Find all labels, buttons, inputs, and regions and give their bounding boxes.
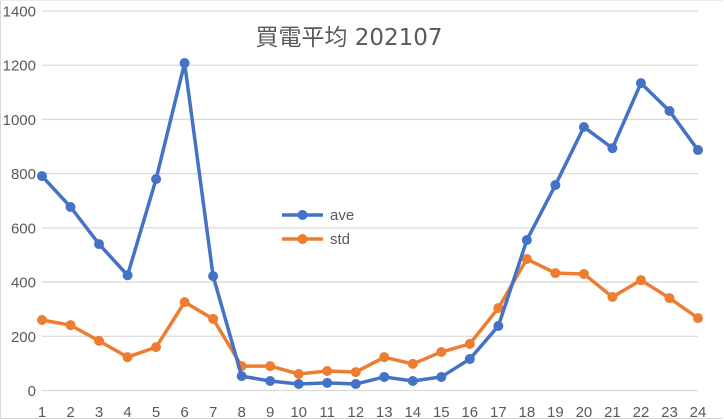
data-point-marker[interactable]	[464, 354, 475, 365]
data-point-marker[interactable]	[664, 293, 675, 304]
data-point-marker[interactable]	[607, 143, 618, 154]
data-point-marker[interactable]	[379, 352, 390, 363]
x-tick-label: 1	[38, 404, 46, 420]
data-point-marker[interactable]	[550, 268, 561, 279]
x-axis-ticks: 1 2 3 4 5 6 7 8 9 10 11 12 13 14 15 16 17 18 19 20 21 22 23 24	[38, 404, 707, 420]
data-point-marker[interactable]	[693, 313, 703, 324]
x-tick-label: 23	[661, 404, 678, 420]
x-tick-label: 20	[576, 404, 593, 420]
y-axis-ticks: 0 200 400 600 800 1000 1200 1400	[3, 4, 36, 401]
data-point-marker[interactable]	[635, 275, 646, 286]
x-tick-label: 13	[376, 404, 393, 420]
data-point-marker[interactable]	[578, 122, 589, 133]
data-point-marker[interactable]	[65, 320, 76, 331]
series-line	[40, 257, 700, 376]
x-tick-label: 16	[461, 404, 478, 420]
legend-marker-icon	[297, 234, 308, 244]
y-tick-label: 1200	[3, 58, 36, 75]
data-point-marker[interactable]	[350, 378, 361, 389]
legend: ave std	[282, 207, 354, 248]
x-tick-label: 2	[66, 404, 74, 420]
x-tick-label: 3	[95, 404, 103, 420]
data-point-marker[interactable]	[521, 235, 532, 246]
x-tick-label: 4	[123, 404, 131, 420]
legend-item-std[interactable]: std	[282, 231, 350, 248]
data-point-marker[interactable]	[208, 313, 219, 324]
x-tick-label: 5	[152, 404, 160, 420]
x-tick-label: 11	[319, 404, 335, 420]
x-tick-label: 19	[547, 404, 564, 420]
data-point-marker[interactable]	[379, 371, 390, 382]
y-tick-label: 1000	[3, 112, 36, 129]
legend-marker-icon	[297, 210, 308, 220]
legend-item-ave[interactable]: ave	[282, 207, 354, 224]
data-point-marker[interactable]	[122, 270, 133, 281]
legend-label: std	[330, 231, 350, 248]
legend-label: ave	[330, 207, 354, 224]
data-point-marker[interactable]	[407, 358, 418, 369]
x-tick-label: 8	[237, 404, 245, 420]
x-tick-label: 18	[519, 404, 536, 420]
data-point-marker[interactable]	[236, 371, 247, 382]
gridlines	[42, 10, 698, 392]
data-point-marker[interactable]	[94, 335, 105, 346]
data-point-marker[interactable]	[94, 239, 105, 250]
x-tick-label: 22	[633, 404, 650, 420]
x-tick-label: 12	[347, 404, 364, 420]
data-point-marker[interactable]	[122, 352, 133, 363]
data-point-marker[interactable]	[65, 201, 76, 212]
data-point-marker[interactable]	[550, 180, 561, 191]
data-point-marker[interactable]	[464, 338, 475, 349]
x-tick-label: 9	[266, 404, 274, 420]
y-tick-label: 600	[11, 220, 36, 237]
data-point-marker[interactable]	[293, 368, 304, 379]
y-tick-label: 200	[11, 329, 36, 346]
data-point-marker[interactable]	[151, 342, 162, 353]
data-point-marker[interactable]	[493, 320, 504, 331]
data-point-marker[interactable]	[436, 371, 447, 382]
series-lines	[37, 58, 703, 389]
x-tick-label: 7	[209, 404, 217, 420]
data-point-marker[interactable]	[322, 365, 333, 376]
data-point-marker[interactable]	[407, 376, 418, 387]
data-point-marker[interactable]	[322, 377, 333, 388]
data-point-marker[interactable]	[265, 361, 276, 372]
data-point-marker[interactable]	[493, 303, 504, 314]
y-tick-label: 800	[11, 166, 36, 183]
chart-title: 買電平均 202107	[255, 25, 442, 51]
x-tick-label: 14	[404, 404, 421, 420]
data-point-marker[interactable]	[151, 174, 162, 185]
data-point-marker[interactable]	[37, 315, 47, 326]
data-point-marker[interactable]	[436, 347, 447, 358]
data-point-marker[interactable]	[37, 171, 47, 182]
data-point-marker[interactable]	[179, 297, 190, 308]
x-tick-label: 10	[290, 404, 307, 420]
x-tick-label: 17	[490, 404, 507, 420]
series-std	[37, 254, 703, 379]
data-point-marker[interactable]	[208, 271, 219, 282]
data-point-marker[interactable]	[693, 145, 703, 156]
data-point-marker[interactable]	[265, 376, 276, 387]
y-tick-label: 400	[11, 275, 36, 292]
data-point-marker[interactable]	[179, 58, 190, 69]
series-ave	[37, 58, 703, 389]
data-point-marker[interactable]	[350, 367, 361, 378]
data-point-marker[interactable]	[664, 106, 675, 117]
data-point-marker[interactable]	[521, 254, 532, 265]
data-point-marker[interactable]	[607, 291, 618, 302]
series-line	[40, 61, 700, 386]
y-tick-label: 1400	[3, 4, 36, 21]
data-point-marker[interactable]	[578, 268, 589, 279]
x-tick-label: 24	[690, 404, 707, 420]
x-tick-label: 21	[604, 404, 621, 420]
data-point-marker[interactable]	[293, 378, 304, 389]
y-tick-label: 0	[28, 383, 36, 400]
x-tick-label: 6	[180, 404, 188, 420]
data-point-marker[interactable]	[635, 78, 646, 89]
x-tick-label: 15	[433, 404, 450, 420]
